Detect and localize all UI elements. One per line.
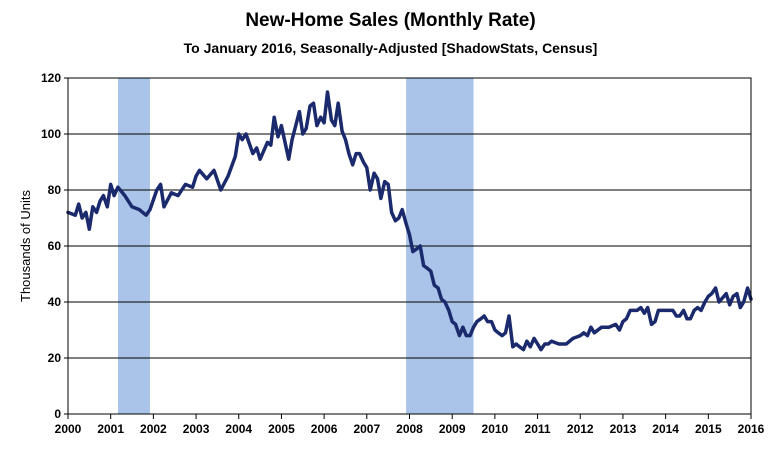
y-tick-label: 20 — [48, 351, 62, 365]
x-tick-label: 2015 — [695, 422, 722, 436]
y-tick-label: 0 — [54, 407, 61, 421]
x-tick-label: 2007 — [353, 422, 380, 436]
x-tick-label: 2004 — [225, 422, 252, 436]
y-tick-label: 40 — [48, 295, 62, 309]
x-tick-label: 2008 — [396, 422, 423, 436]
x-tick-label: 2014 — [652, 422, 679, 436]
x-tick-label: 2000 — [55, 422, 82, 436]
x-tick-label: 2001 — [97, 422, 124, 436]
x-tick-label: 2016 — [738, 422, 765, 436]
y-tick-label: 80 — [48, 183, 62, 197]
x-tick-label: 2010 — [482, 422, 509, 436]
y-axis-ticks: 0 20 40 60 80 100 120 — [41, 71, 68, 421]
y-tick-label: 120 — [41, 71, 61, 85]
chart-title: New-Home Sales (Monthly Rate) — [245, 10, 536, 31]
x-tick-label: 2009 — [439, 422, 466, 436]
chart-subtitle: To January 2016, Seasonally-Adjusted [Sh… — [183, 40, 598, 56]
x-axis-ticks: 2000 2001 2002 2003 2004 2005 2006 2007 2008 2009… — [55, 414, 765, 436]
x-tick-label: 2006 — [311, 422, 338, 436]
y-tick-label: 60 — [48, 239, 62, 253]
y-axis-label: Thousands of Units — [18, 190, 33, 303]
x-tick-label: 2005 — [268, 422, 295, 436]
x-tick-label: 2012 — [567, 422, 594, 436]
x-tick-label: 2011 — [525, 422, 551, 436]
series-layer — [66, 90, 753, 352]
x-tick-label: 2003 — [183, 422, 210, 436]
y-tick-label: 100 — [41, 127, 61, 141]
x-tick-label: 2013 — [610, 422, 637, 436]
series-line-new-home-sales — [66, 90, 753, 352]
x-tick-label: 2002 — [140, 422, 167, 436]
